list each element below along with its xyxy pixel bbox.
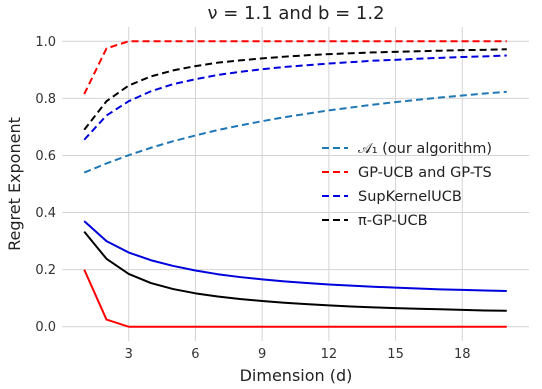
y-tick-label: 0.8 [35,92,56,107]
x-tick-label: 15 [387,347,404,362]
y-tick-labels: 0.0 0.2 0.4 0.6 0.8 1.0 [35,35,56,335]
y-tick-label: 1.0 [35,35,56,50]
y-axis-label: Regret Exponent [5,117,24,251]
x-tick-label: 3 [125,347,133,362]
x-tick-label: 6 [191,347,199,362]
x-tick-label: 18 [454,347,471,362]
x-tick-label: 9 [258,347,266,362]
series-line-5 [83,269,507,328]
legend: 𝒜₁ (our algorithm) GP-UCB and GP-TS SupKer… [322,141,492,229]
series-line-6 [83,231,507,312]
y-tick-label: 0.0 [35,320,56,335]
series-lines [83,40,507,328]
y-tick-label: 0.4 [35,206,56,221]
series-line-1 [83,40,507,95]
legend-label: 𝒜₁ (our algorithm) [358,141,492,157]
y-tick-label: 0.2 [35,263,56,278]
y-tick-label: 0.6 [35,149,56,164]
series-line-4 [83,220,507,293]
plot-background [62,27,529,341]
series-line-3 [83,48,507,131]
legend-label: GP-UCB and GP-TS [358,165,492,181]
x-tick-labels: 3 6 9 12 15 18 [125,347,471,362]
legend-label: SupKernelUCB [358,189,462,205]
grid [62,27,529,341]
x-tick-label: 12 [321,347,338,362]
x-axis-label: Dimension (d) [240,366,353,385]
chart-title: ν = 1.1 and b = 1.2 [207,3,384,24]
legend-label: π-GP-UCB [358,213,428,229]
